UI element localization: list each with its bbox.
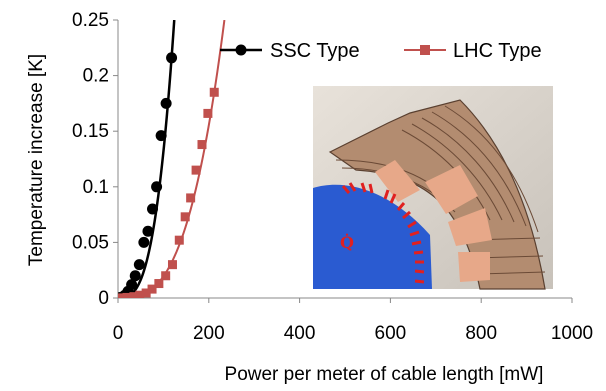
x-tick-label-0: 0: [113, 323, 124, 344]
y-tick-label-4: 0.2: [83, 66, 109, 87]
series-line-0: [118, 20, 174, 298]
legend-item-ssc: SSC Type: [220, 40, 360, 62]
y-ticks: 0 0.05 0.1 0.15 0.2 0.25: [72, 10, 118, 309]
x-tick-label-2: 400: [284, 323, 316, 344]
legend: SSC Type LHC Type: [220, 40, 542, 62]
series-1-point-14: [203, 109, 212, 118]
y-tick-label-3: 0.15: [72, 121, 109, 142]
series-0-point-12: [161, 98, 172, 109]
x-tick-label-3: 600: [375, 323, 407, 344]
legend-item-lhc: LHC Type: [404, 40, 542, 62]
series-0-point-11: [156, 130, 167, 141]
series-1-point-12: [192, 166, 201, 175]
x-tick-label-1: 200: [193, 323, 225, 344]
legend-label-ssc: SSC Type: [270, 40, 360, 62]
x-ticks: 0 200 400 600 800 1000: [113, 298, 593, 344]
x-tick-label-4: 800: [465, 323, 497, 344]
series-0-point-5: [130, 270, 141, 281]
series-0-point-10: [151, 181, 162, 192]
series-1-point-6: [154, 279, 163, 288]
series-0-point-13: [166, 52, 177, 63]
legend-marker-ssc: [236, 45, 247, 56]
inset-photo: Q̇: [313, 86, 553, 289]
series-1-point-7: [161, 271, 170, 280]
series-0-point-8: [142, 226, 153, 237]
series-1-point-9: [175, 236, 184, 245]
series-1-point-10: [181, 212, 190, 221]
series-1-point-15: [210, 88, 219, 97]
legend-label-lhc: LHC Type: [453, 40, 542, 62]
series-0-point-9: [147, 204, 158, 215]
y-tick-label-1: 0.05: [72, 232, 109, 253]
x-tick-label-5: 1000: [551, 323, 593, 344]
series-layer: [113, 20, 224, 303]
y-tick-label-0: 0: [98, 288, 109, 309]
x-axis-title: Power per meter of cable length [mW]: [225, 364, 544, 385]
y-tick-label-5: 0.25: [72, 10, 109, 31]
series-0-point-7: [138, 237, 149, 248]
series-1-point-8: [168, 260, 177, 269]
series-0-point-6: [134, 259, 145, 270]
y-axis-title: Temperature increase [K]: [26, 54, 47, 266]
series-1-point-11: [186, 193, 195, 202]
y-tick-label-2: 0.1: [83, 177, 109, 198]
series-1-point-13: [197, 140, 206, 149]
inset-annotation: Q̇: [340, 233, 354, 252]
legend-marker-lhc: [420, 45, 430, 55]
